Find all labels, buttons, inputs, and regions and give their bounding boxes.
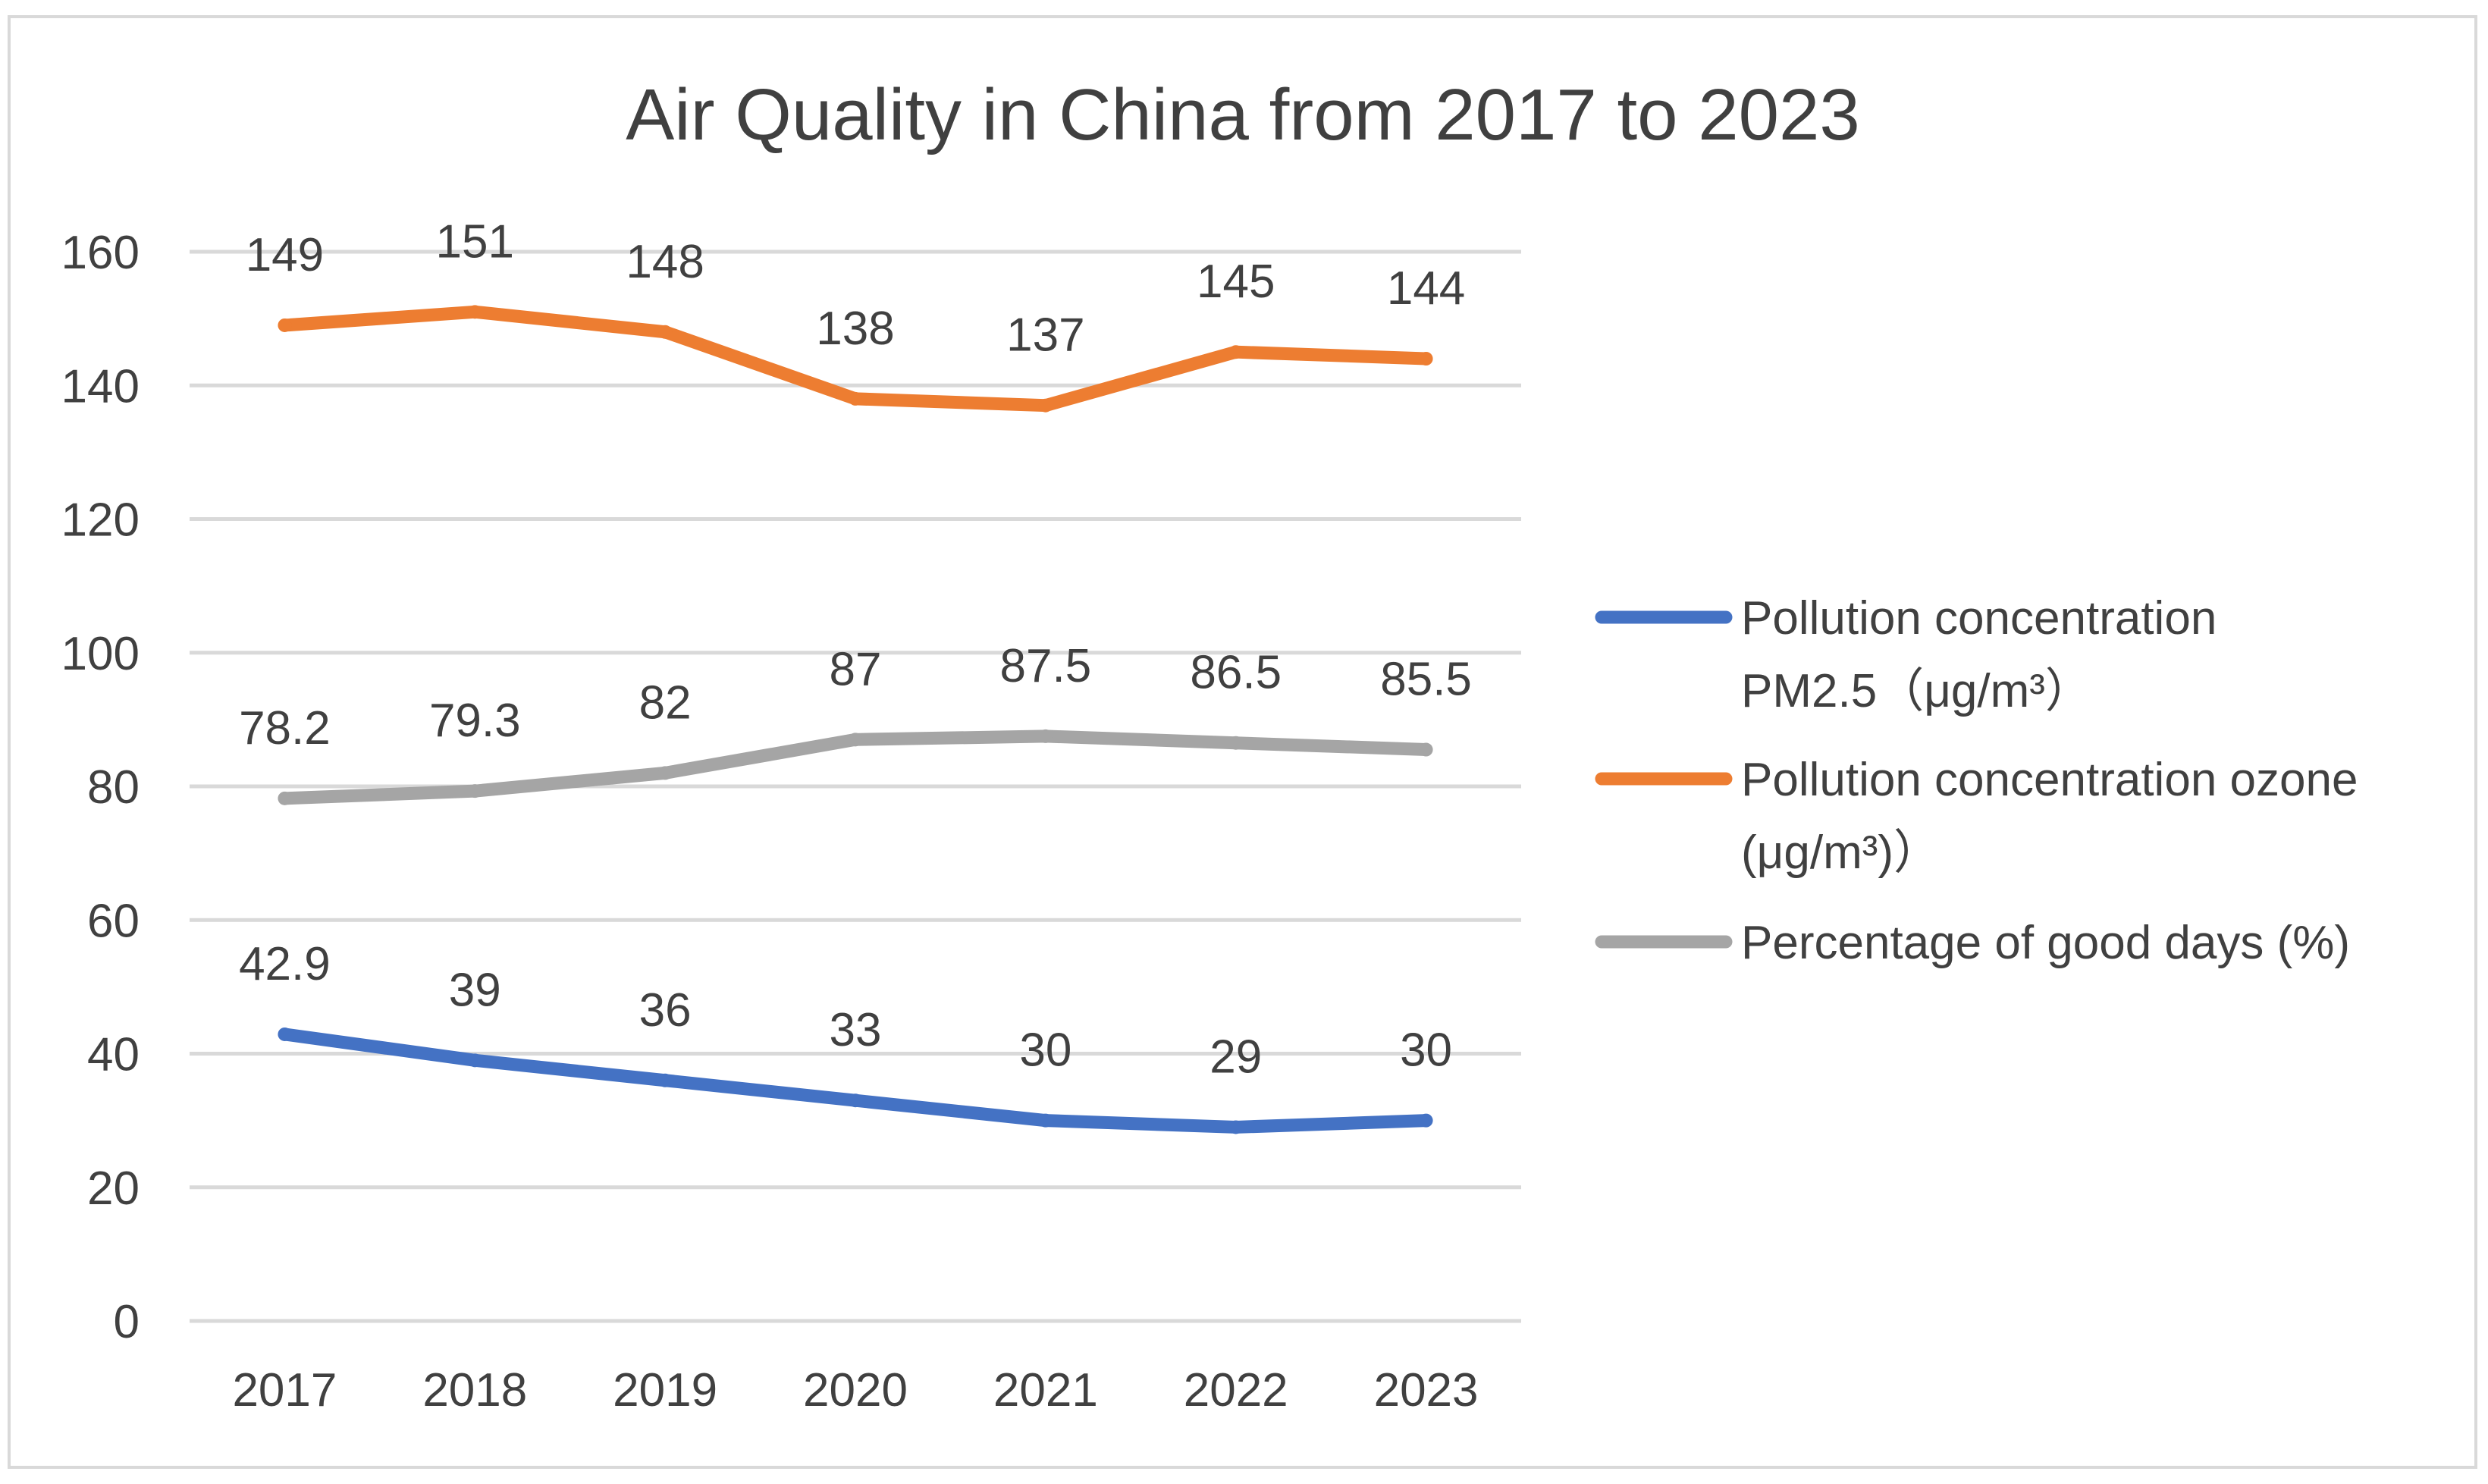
y-tick-label: 20	[87, 1162, 140, 1215]
data-label: 87.5	[1000, 640, 1092, 692]
legend-label: Pollution concentration	[1741, 592, 2217, 645]
data-label: 144	[1387, 262, 1465, 315]
data-label: 33	[830, 1004, 882, 1056]
chart-frame: Air Quality in China from 2017 to 2023 0…	[8, 15, 2477, 1469]
data-label: 148	[626, 236, 704, 288]
y-tick-label: 80	[87, 761, 140, 814]
data-point	[1419, 1113, 1433, 1128]
data-label: 138	[816, 303, 894, 355]
data-point	[1419, 352, 1433, 366]
line-chart: Air Quality in China from 2017 to 2023 0…	[61, 74, 2358, 1417]
y-tick-label: 120	[61, 494, 140, 547]
legend: Pollution concentration PM2.5（μg/m³） Pollu…	[1595, 592, 2358, 969]
data-point	[849, 391, 862, 406]
data-point	[658, 766, 673, 780]
data-point	[468, 305, 482, 319]
data-point	[849, 733, 862, 747]
data-point	[658, 1073, 673, 1087]
data-label: 87	[830, 643, 882, 695]
data-point	[658, 325, 673, 339]
x-tick-label: 2018	[422, 1364, 527, 1417]
legend-label: Pollution concentration ozone	[1741, 754, 2358, 806]
chart-title: Air Quality in China from 2017 to 2023	[626, 74, 1860, 155]
data-label: 42.9	[239, 938, 331, 990]
data-point	[849, 1093, 862, 1108]
data-point	[1038, 398, 1053, 413]
data-label: 149	[246, 229, 324, 281]
x-axis-ticks: 2017 2018 2019 2020 2021 2022 2023	[232, 1364, 1478, 1417]
x-tick-label: 2020	[803, 1364, 908, 1417]
data-label: 145	[1197, 256, 1275, 308]
x-tick-label: 2021	[993, 1364, 1098, 1417]
data-label: 79.3	[429, 695, 521, 747]
data-point	[278, 318, 292, 332]
data-label: 78.2	[239, 702, 331, 755]
data-point	[278, 791, 292, 805]
data-point	[1419, 742, 1433, 757]
data-labels: 42.9 39 36 33 30 29 30 149 151 148 138 137 145 144 78.…	[239, 215, 1472, 1083]
data-label: 151	[436, 215, 514, 268]
data-point	[278, 1027, 292, 1041]
legend-label: (μg/m³)）	[1741, 827, 1941, 879]
data-label: 29	[1209, 1031, 1262, 1083]
data-point	[1038, 729, 1053, 743]
data-label: 30	[1400, 1024, 1452, 1077]
gridlines	[190, 249, 1521, 1323]
legend-label: Percentage of good days (%)	[1741, 917, 2350, 969]
y-tick-label: 0	[114, 1296, 140, 1348]
data-label: 85.5	[1380, 654, 1472, 706]
data-label: 36	[639, 984, 692, 1037]
data-point	[468, 784, 482, 798]
y-tick-label: 140	[61, 360, 140, 413]
y-tick-label: 40	[87, 1029, 140, 1081]
data-point	[1228, 1120, 1243, 1134]
y-tick-label: 60	[87, 895, 140, 947]
series-lines	[278, 305, 1433, 1134]
data-label: 86.5	[1190, 647, 1282, 699]
data-point	[1228, 736, 1243, 750]
data-label: 137	[1006, 309, 1084, 362]
y-axis-ticks: 0 20 40 60 80 100 120 140 160	[61, 227, 140, 1348]
legend-label: PM2.5（μg/m³）	[1741, 665, 2092, 717]
x-tick-label: 2017	[232, 1364, 337, 1417]
x-tick-label: 2023	[1374, 1364, 1479, 1417]
x-tick-label: 2022	[1184, 1364, 1288, 1417]
y-tick-label: 160	[61, 227, 140, 279]
data-point	[468, 1053, 482, 1068]
data-label: 30	[1019, 1024, 1071, 1077]
data-point	[1038, 1113, 1053, 1128]
data-label: 82	[639, 676, 692, 729]
data-point	[1228, 345, 1243, 359]
y-tick-label: 100	[61, 628, 140, 680]
x-tick-label: 2019	[613, 1364, 717, 1417]
data-label: 39	[449, 964, 501, 1016]
